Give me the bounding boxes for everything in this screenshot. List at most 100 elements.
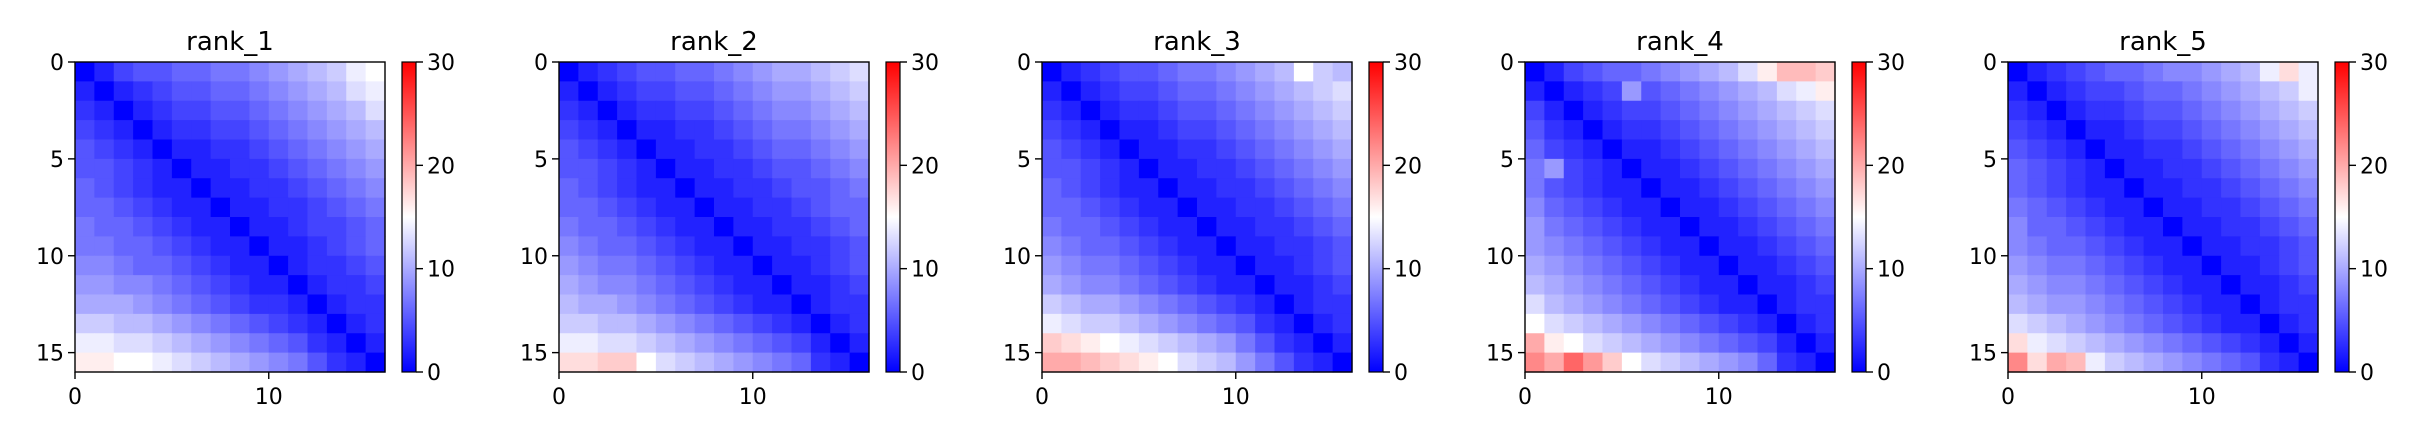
heatmap-cell: [1313, 139, 1334, 160]
heatmap-cell: [1525, 333, 1545, 354]
heatmap-cell: [1042, 275, 1062, 296]
heatmap-cell: [791, 236, 812, 257]
heatmap-cell: [1293, 197, 1314, 218]
heatmap-cell: [346, 139, 367, 160]
heatmap-cell: [113, 352, 134, 373]
heatmap-cell: [1699, 352, 1720, 373]
heatmap-cell: [133, 313, 154, 334]
heatmap-cell: [1738, 197, 1759, 218]
heatmap-cell: [2259, 178, 2280, 199]
heatmap-cell: [559, 255, 579, 276]
heatmap-cell: [1158, 178, 1179, 199]
heatmap-cell: [249, 352, 270, 373]
heatmap-cell: [191, 333, 212, 354]
heatmap-cell: [1332, 62, 1353, 82]
heatmap-cell: [1274, 178, 1295, 199]
heatmap-cell: [2085, 333, 2106, 354]
heatmap-cell: [1158, 294, 1179, 315]
heatmap-cell: [326, 236, 347, 257]
heatmap-cell: [2259, 62, 2280, 82]
panel-title: rank_4: [1636, 27, 1724, 57]
heatmap-cell: [1255, 120, 1276, 141]
heatmap-cell: [230, 236, 250, 257]
heatmap-cell: [1197, 255, 1217, 276]
heatmap-cell: [346, 294, 367, 315]
heatmap-cell: [694, 275, 715, 296]
heatmap-cell: [810, 62, 831, 82]
heatmap-cell: [2182, 139, 2203, 160]
heatmap-cell: [752, 352, 773, 373]
heatmap-cell: [1138, 139, 1159, 160]
heatmap-cell: [1042, 255, 1062, 276]
heatmap-cell: [249, 313, 270, 334]
heatmap-cell: [113, 197, 134, 218]
heatmap-cell: [2259, 333, 2280, 354]
heatmap-cell: [75, 139, 95, 160]
heatmap-cell: [1255, 255, 1276, 276]
heatmap-cell: [752, 120, 773, 141]
heatmap-cell: [2259, 236, 2280, 257]
heatmap-cell: [675, 217, 696, 237]
y-tick-label: 5: [1017, 148, 1031, 173]
heatmap-cell: [578, 294, 599, 315]
colorbar-tick-label: 0: [427, 361, 441, 386]
heatmap-cell: [1583, 236, 1604, 257]
heatmap-cell: [2046, 62, 2067, 82]
heatmap-cell: [230, 294, 250, 315]
heatmap-cell: [752, 313, 773, 334]
heatmap-cell: [1641, 139, 1662, 160]
heatmap-cell: [2221, 255, 2242, 276]
heatmap-cell: [2008, 255, 2028, 276]
heatmap-cell: [1699, 236, 1720, 257]
heatmap-cell: [714, 217, 734, 237]
heatmap-cell: [268, 178, 289, 199]
heatmap-cell: [597, 352, 618, 373]
heatmap-cell: [1080, 236, 1101, 257]
heatmap-cell: [1197, 333, 1217, 354]
heatmap-cell: [1544, 81, 1565, 102]
heatmap-cell: [1544, 352, 1565, 373]
colorbar-tick-label: 20: [1394, 154, 1422, 179]
heatmap-cell: [752, 178, 773, 199]
heatmap-cell: [752, 139, 773, 160]
heatmap-cell: [365, 81, 386, 102]
heatmap-cell: [714, 100, 734, 121]
heatmap-cell: [288, 236, 309, 257]
heatmap-cell: [2259, 275, 2280, 296]
heatmap-cell: [1796, 236, 1817, 257]
heatmap-cell: [2221, 313, 2242, 334]
heatmap-cell: [733, 313, 754, 334]
heatmap-cell: [1738, 333, 1759, 354]
heatmap-cell: [2085, 352, 2106, 373]
heatmap-cell: [230, 255, 250, 276]
heatmap-cell: [1080, 100, 1101, 121]
heatmap-cell: [307, 352, 328, 373]
heatmap-cell: [1660, 100, 1681, 121]
heatmap-cell: [1293, 352, 1314, 373]
heatmap-cell: [1100, 313, 1121, 334]
heatmap-cell: [1100, 81, 1121, 102]
heatmap-cell: [1718, 120, 1739, 141]
heatmap-cell: [133, 275, 154, 296]
heatmap-cell: [791, 217, 812, 237]
x-tick-label: 0: [1035, 385, 1049, 410]
heatmap-cell: [152, 62, 173, 82]
heatmap-cell: [1776, 313, 1797, 334]
heatmap-cell: [2046, 81, 2067, 102]
heatmap-cell: [752, 197, 773, 218]
heatmap-cell: [1216, 294, 1237, 315]
heatmap-cell: [849, 236, 870, 257]
heatmap-cell: [2066, 139, 2087, 160]
x-tick-label: 0: [552, 385, 566, 410]
heatmap-cell: [2066, 197, 2087, 218]
heatmap-cell: [1583, 100, 1604, 121]
heatmap-cell: [1699, 255, 1720, 276]
heatmap-cell: [772, 120, 793, 141]
heatmap-cell: [1080, 275, 1101, 296]
heatmap-cell: [1216, 217, 1237, 237]
heatmap-cell: [2143, 100, 2164, 121]
heatmap-cell: [1660, 255, 1681, 276]
heatmap-cell: [326, 100, 347, 121]
heatmap-cell: [1699, 275, 1720, 296]
